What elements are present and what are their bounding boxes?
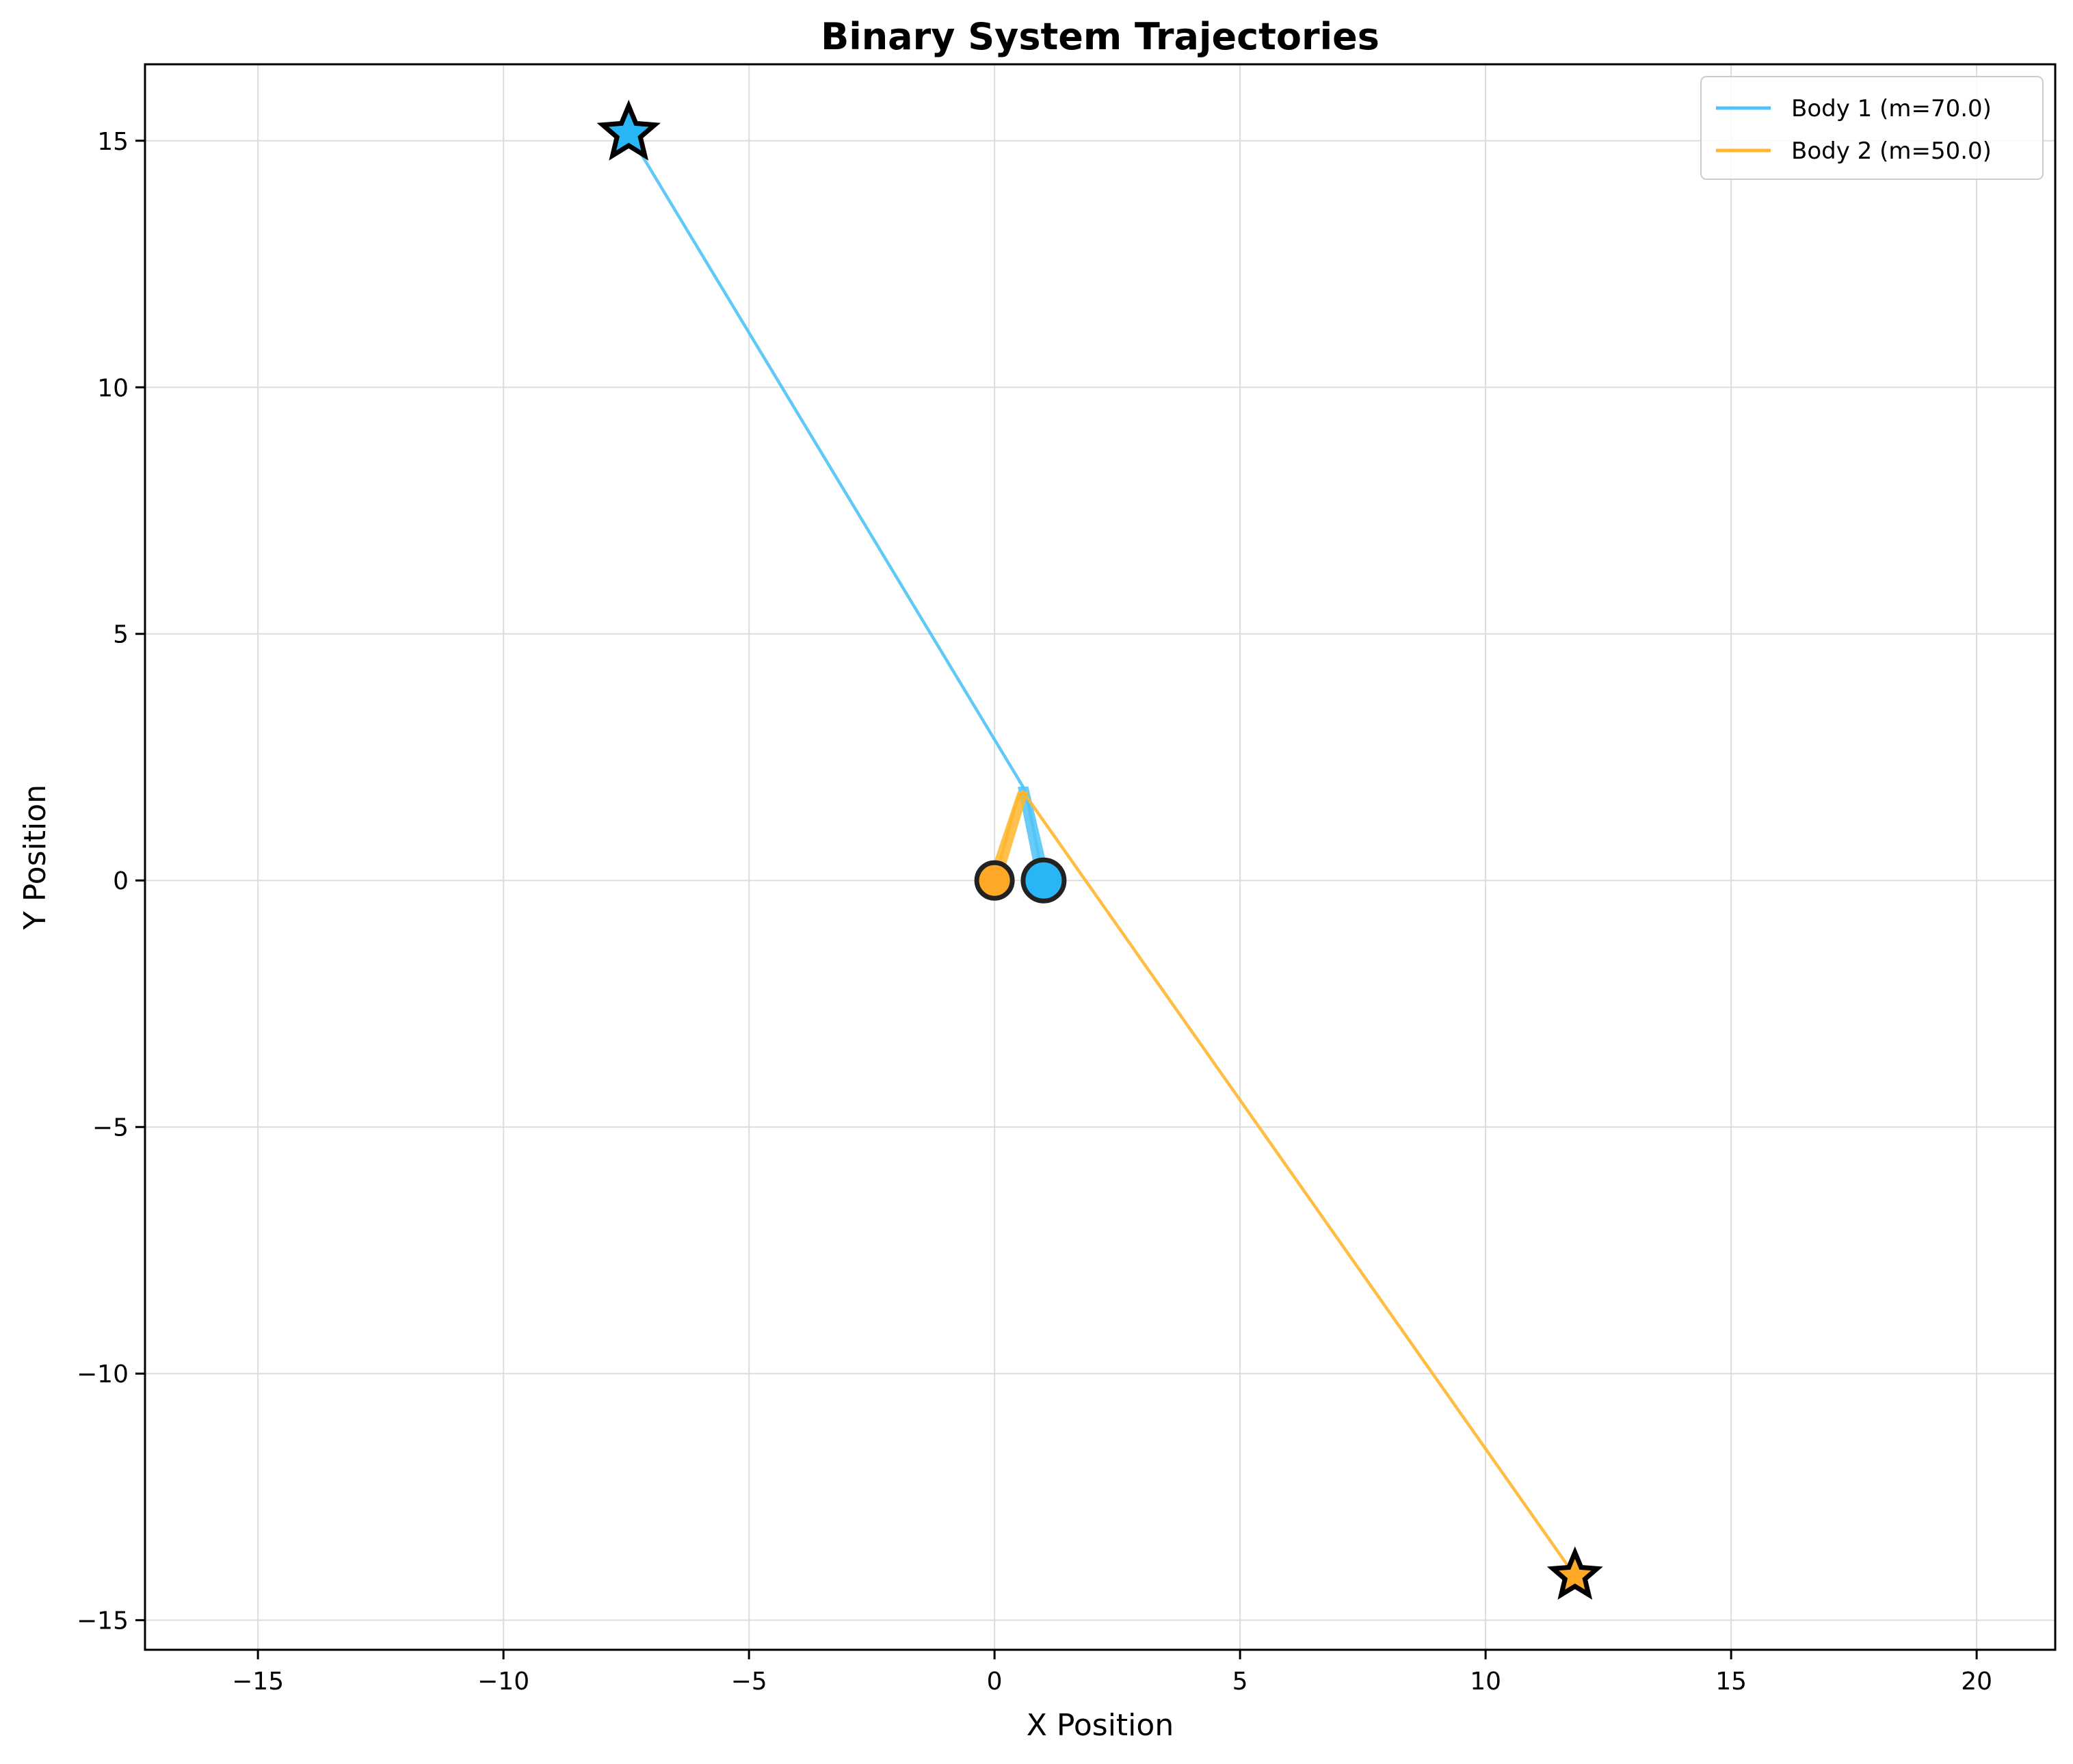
x-tick-label: 0 [987, 1668, 1003, 1696]
y-tick-label: −15 [77, 1607, 129, 1635]
x-tick-label: −10 [477, 1668, 529, 1696]
x-tick-label: −5 [731, 1668, 767, 1696]
x-tick-label: −15 [232, 1668, 284, 1696]
x-tick-label: 15 [1715, 1668, 1747, 1696]
series-1-end-marker [596, 99, 661, 161]
x-axis-label: X Position [1027, 1708, 1174, 1743]
y-tick-label: 10 [97, 374, 129, 402]
grid [145, 64, 2055, 1650]
series-2-line [992, 790, 1576, 1577]
x-tick-label: 10 [1470, 1668, 1501, 1696]
series-2-start-marker [974, 860, 1015, 901]
ticks: −15 −10 −5 0 5 10 15 20 −15 −10 −5 0 5 10 15 [77, 128, 1992, 1696]
y-tick-label: 0 [113, 867, 129, 895]
legend: Body 1 (m=70.0) Body 2 (m=50.0) [1700, 76, 2044, 180]
y-tick-label: 5 [113, 621, 129, 649]
legend-label: Body 1 (m=70.0) [1791, 95, 1992, 122]
chart-title: Binary System Trajectories [821, 15, 1379, 58]
series-1-start-marker [1020, 857, 1067, 904]
legend-box [1700, 76, 2044, 180]
series-2-end-marker [1546, 1546, 1603, 1600]
series-layer [627, 132, 1576, 1577]
y-tick-label: 15 [97, 128, 129, 156]
y-tick-label: −10 [77, 1360, 129, 1388]
marker-layer [596, 99, 1603, 1600]
y-axis-label: Y Position [18, 785, 53, 930]
legend-label: Body 2 (m=50.0) [1791, 137, 1992, 165]
series-1-line [627, 132, 1046, 881]
x-tick-label: 20 [1961, 1668, 1992, 1696]
plot-frame [144, 63, 2057, 1651]
x-tick-label: 5 [1232, 1668, 1248, 1696]
y-tick-label: −5 [92, 1114, 129, 1142]
